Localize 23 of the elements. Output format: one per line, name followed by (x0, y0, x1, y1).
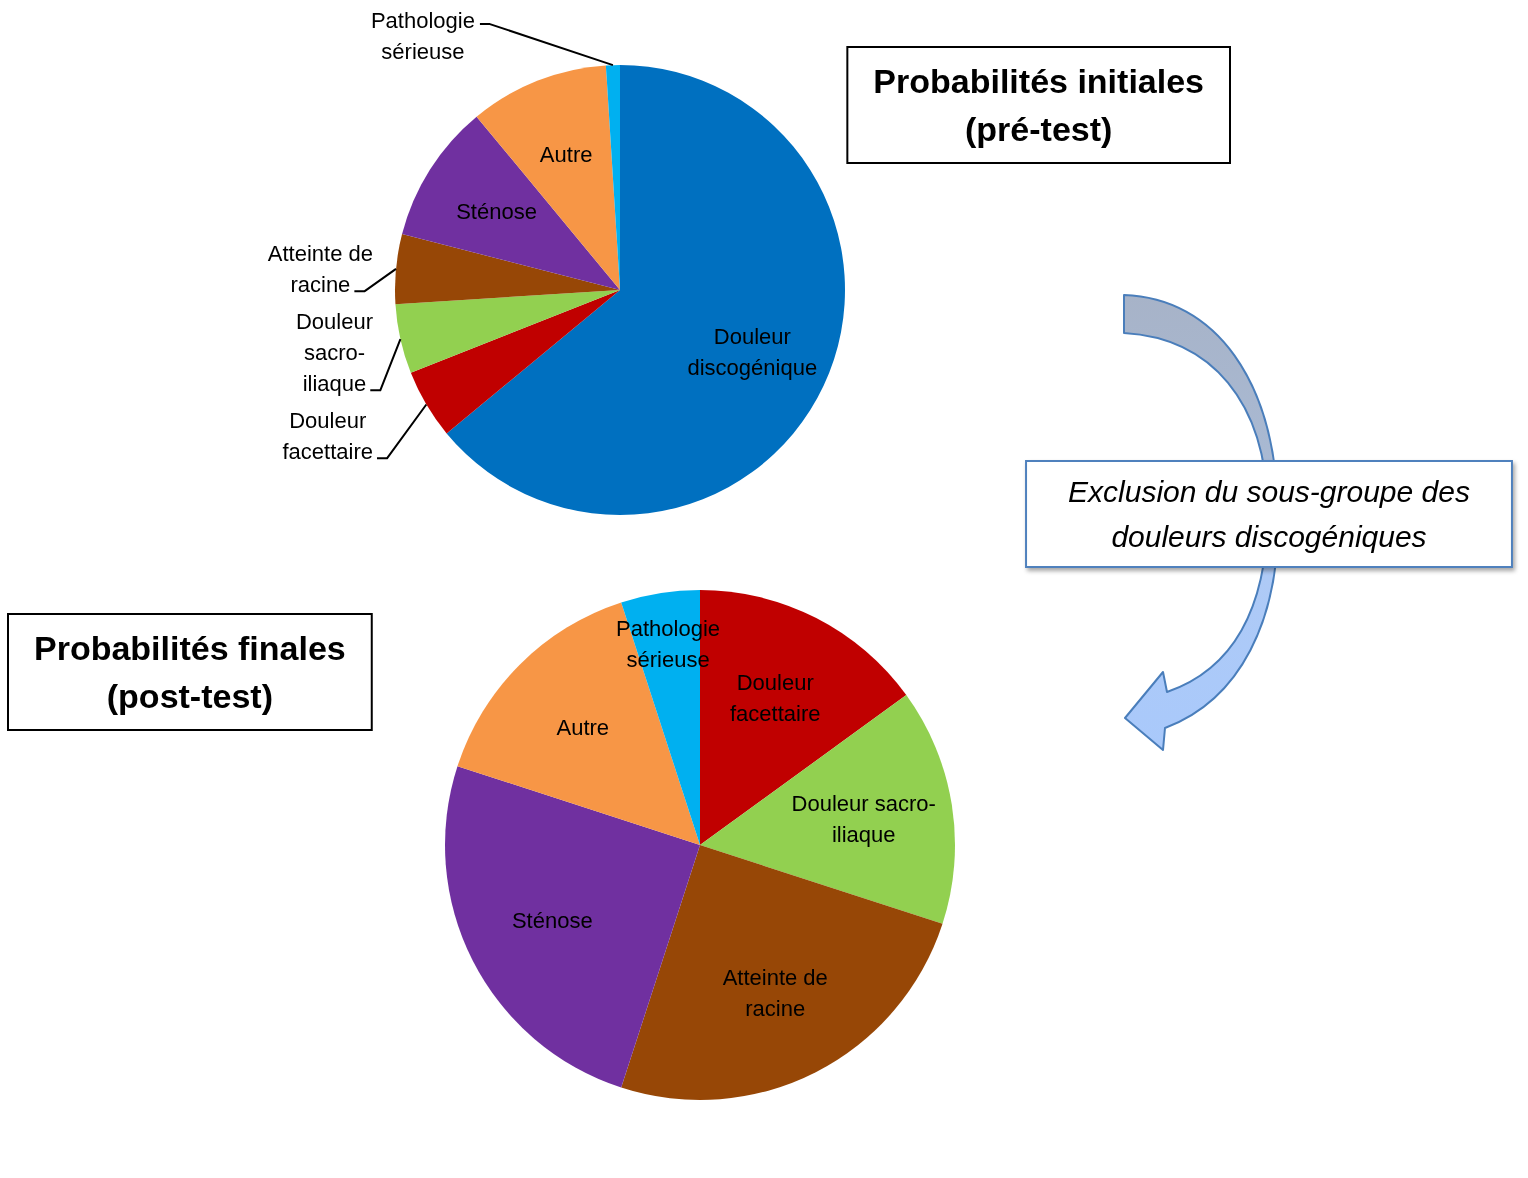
slice-label: Atteinte de racine (267, 241, 373, 298)
slice-label: Autre (539, 141, 593, 167)
pie-slice (402, 116, 620, 290)
slice-label: Douleur facettaire (730, 669, 821, 726)
pie-slice (395, 234, 620, 305)
slice-label: Douleur discogénique (687, 324, 818, 381)
slice-label: Atteinte de racine (722, 964, 828, 1021)
slice-label: Douleur sacro-iliaque (295, 309, 373, 397)
slice-label: Pathologie sérieuse (370, 7, 475, 64)
slice-label: Autre (556, 715, 610, 741)
text: Probabilités finales (post-test) (34, 628, 346, 715)
pie-slice (445, 766, 700, 1088)
text: Exclusion du sous-groupe des douleurs discogéniques (1068, 475, 1470, 553)
pie-slice (446, 65, 845, 515)
pie-slice (410, 290, 620, 434)
pie-slice (395, 290, 620, 373)
slice-label: Douleur sacro-iliaque (791, 791, 936, 848)
slice-label: Sténose (511, 907, 593, 933)
pie-slice (700, 695, 955, 924)
pie-slice (621, 845, 943, 1100)
slice-label: Douleur facettaire (282, 408, 373, 465)
slice-label: Sténose (456, 199, 537, 225)
text: Probabilités initiales (pré-test) (873, 61, 1204, 148)
